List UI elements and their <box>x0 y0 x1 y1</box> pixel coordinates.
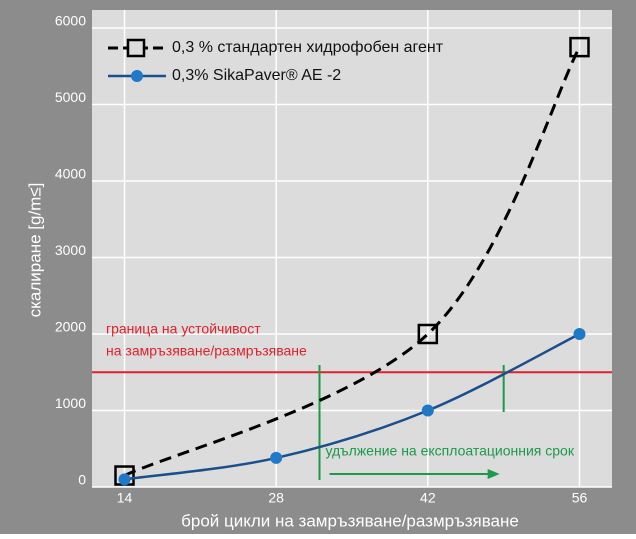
plot-area <box>92 10 612 487</box>
arrow-head <box>487 469 500 479</box>
legend-label: 0,3% SikaPaver® AE -2 <box>172 67 341 84</box>
marker <box>569 36 590 58</box>
x-tick-label: 28 <box>268 490 284 506</box>
y-tick-label: 1000 <box>55 395 86 411</box>
y-tick-label: 6000 <box>55 13 86 29</box>
x-tick-label: 56 <box>572 490 588 506</box>
legend-marker <box>126 38 146 58</box>
x-tick-label: 42 <box>420 490 436 506</box>
marker <box>118 473 131 486</box>
y-tick-label: 3000 <box>55 242 86 258</box>
x-axis-label: брой цикли на замръзяване/размръзяване <box>181 511 519 530</box>
marker <box>573 328 586 340</box>
threshold-label: граница на устойчивост <box>106 321 261 337</box>
marker <box>421 404 434 417</box>
y-tick-label: 4000 <box>55 166 86 182</box>
marker <box>417 323 439 345</box>
series-line <box>123 46 581 477</box>
y-axis-label: скалиране [g/m≤] <box>25 183 44 318</box>
marker <box>270 451 283 464</box>
y-tick-label: 5000 <box>55 89 86 105</box>
threshold-label: на замръзяване/размръзяване <box>106 343 307 359</box>
extension-label: удължение на експлоатационния срок <box>326 443 575 459</box>
series-line <box>124 332 581 481</box>
legend-label: 0,3 % стандартен хидрофобен агент <box>172 39 444 56</box>
legend-marker <box>131 70 143 82</box>
x-tick-label: 14 <box>117 490 133 506</box>
y-tick-label: 0 <box>78 472 86 488</box>
y-tick-label: 2000 <box>55 319 86 335</box>
